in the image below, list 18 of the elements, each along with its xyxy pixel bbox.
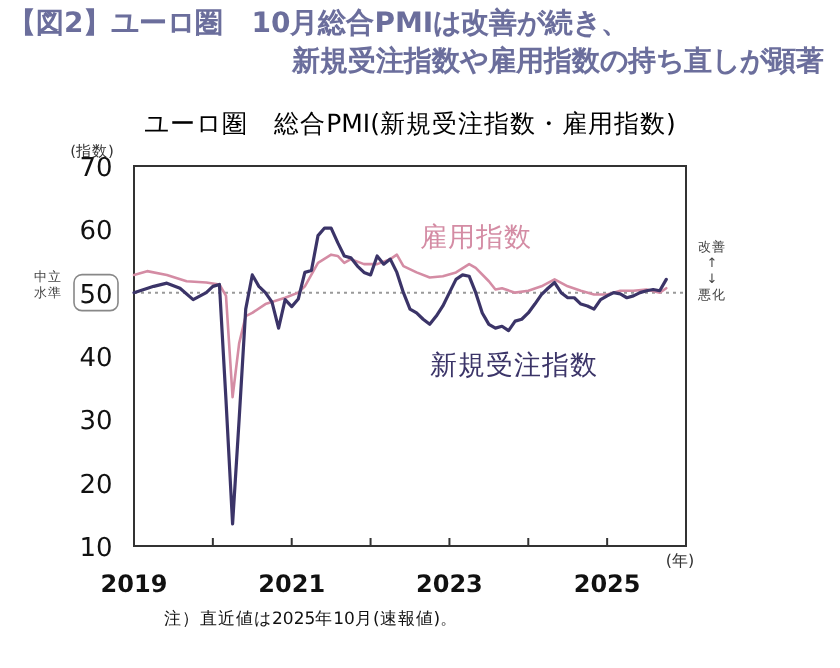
- x-tick-label: 2023: [416, 570, 483, 598]
- y-tick-label: 30: [79, 407, 113, 438]
- series-label: 雇用指数: [420, 222, 532, 254]
- x-tick-label: 2025: [573, 570, 641, 598]
- line-series: [132, 226, 668, 526]
- x-axis-title: (年): [665, 552, 695, 570]
- x-tick-label: 2021: [258, 570, 326, 598]
- series-label: 新規受注指数: [430, 350, 598, 382]
- y-tick-label: 60: [79, 217, 113, 248]
- line-series: [132, 253, 668, 399]
- y-tick-label: 10: [79, 534, 113, 564]
- text: 注）直近値は2025年10月(速報値)。: [164, 608, 459, 630]
- y-tick-label: 50: [79, 280, 113, 311]
- chart-title: 【図2】ユーロ圏 10月総合PMIは改善が続き、新規受注指数や雇用指数の持ち直しが顕著: [8, 6, 824, 78]
- chart-subtitle: ユーロ圏 総合PMI(新規受注指数・雇用指数): [144, 108, 676, 138]
- x-tick-label: 2019: [100, 570, 168, 598]
- y-tick-label: 40: [79, 344, 113, 374]
- y-tick-label: 20: [79, 470, 113, 501]
